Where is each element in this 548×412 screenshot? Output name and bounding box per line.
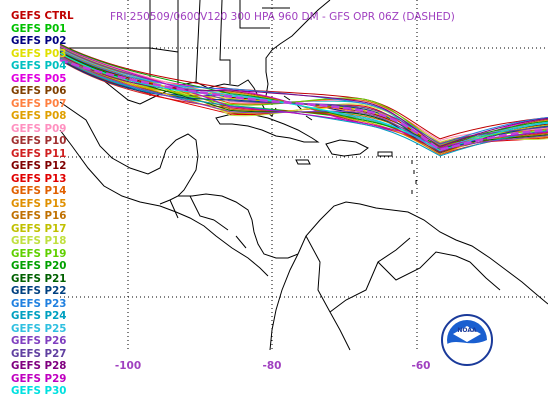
contour-line	[59, 43, 548, 140]
gfs-opr-contour	[59, 58, 548, 152]
legend-entry: GEFS P27	[11, 347, 67, 360]
legend-entry: GEFS P14	[11, 185, 67, 197]
puerto-rico	[377, 151, 393, 157]
legend-entry: GEFS P07	[11, 97, 67, 110]
sa-borders	[305, 235, 501, 351]
legend-entry: GEFS P01	[11, 22, 67, 35]
lon-tick-label: -80	[262, 360, 282, 372]
contour-line	[59, 45, 548, 143]
cuba	[215, 113, 320, 143]
contour-line	[59, 55, 548, 154]
legend-entry: GEFS P20	[11, 260, 67, 272]
pacific-coast	[59, 129, 269, 277]
legend-entry: GEFS P26	[11, 335, 67, 347]
contour-line	[59, 53, 548, 146]
contour-line	[59, 43, 548, 148]
state-borders	[60, 0, 290, 96]
hispaniola	[325, 139, 369, 157]
lon-tick-label: -100	[114, 360, 142, 372]
legend-entry: GEFS P16	[11, 210, 67, 222]
legend-entry: GEFS P19	[11, 247, 67, 260]
legend-entry: GEFS P21	[11, 272, 67, 285]
graticule	[60, 0, 548, 350]
contour-line	[59, 54, 548, 147]
legend-entry: GEFS P08	[11, 110, 67, 122]
legend-entry: GEFS P02	[11, 35, 67, 47]
legend-entry: GEFS P28	[11, 360, 67, 372]
mexico-coast	[59, 101, 199, 205]
contour-line	[59, 48, 548, 150]
contour-line	[59, 57, 548, 157]
contour-line	[59, 49, 548, 147]
contour-line	[59, 59, 548, 156]
south-america-coast	[297, 201, 548, 305]
legend-entry: GEFS P17	[11, 222, 67, 235]
legend-entry: GEFS P12	[11, 160, 67, 172]
lesser-antilles	[411, 160, 417, 194]
legend-entry: GEFS CTRL	[11, 10, 74, 22]
central-america-coast	[178, 193, 299, 259]
legend-entry: GEFS P13	[11, 172, 67, 185]
legend-entry: GEFS P29	[11, 372, 67, 385]
legend-entry: GEFS P23	[11, 297, 67, 310]
legend-entry: GEFS P18	[11, 235, 67, 247]
legend-entry: GEFS P09	[11, 122, 67, 135]
legend-entry: GEFS P11	[11, 147, 67, 160]
legend-entry: GEFS P03	[11, 47, 67, 60]
legend-entry: GEFS P10	[11, 135, 67, 147]
us-gulf-coast	[59, 0, 331, 106]
south-america-pacific	[269, 253, 299, 351]
contour-lines	[59, 43, 548, 157]
legend-entry: GEFS P05	[11, 72, 67, 85]
contour-line	[59, 44, 548, 142]
legend: GEFS CTRL GEFS P01 GEFS P02 GEFS P03 GEFS P0…	[11, 10, 74, 398]
lon-tick-label: -60	[411, 360, 431, 372]
logo-text: NOAA	[457, 327, 477, 334]
legend-entry: GEFS P22	[11, 285, 67, 297]
jamaica	[295, 159, 311, 165]
contour-line	[59, 49, 548, 145]
legend-entry: GEFS P04	[11, 60, 67, 72]
legend-entry: GEFS P30	[11, 385, 67, 397]
legend-entry: GEFS P24	[11, 310, 67, 322]
contour-line	[59, 47, 548, 148]
noaa-logo: NOAA	[441, 314, 493, 366]
legend-entry: GEFS P25	[11, 322, 67, 335]
central-america-borders	[169, 195, 247, 249]
legend-entry: GEFS P06	[11, 85, 67, 97]
legend-entry: GEFS P15	[11, 197, 67, 210]
map-title: FRI 250509/0600V120 300 HPA 960 DM - GFS…	[110, 11, 455, 23]
